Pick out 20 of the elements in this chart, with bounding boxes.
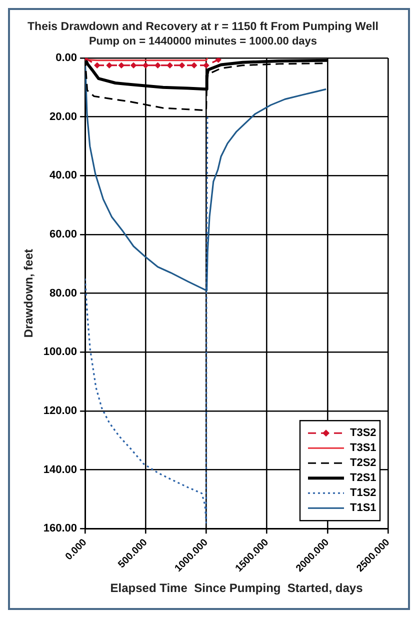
x-axis-title: Elapsed Time Since Pumping Started, days [110,581,364,596]
y-tick-label: 100.00 [43,346,78,358]
line-series [85,116,208,524]
chart-title: Theis Drawdown and Recovery at r = 1150 ft From Pumping Well [28,21,378,34]
y-tick-label: 0.00 [56,52,78,64]
y-tick-label: 120.00 [43,405,78,417]
legend-label: T2S1 [350,472,376,484]
chart-subtitle: Pump on = 1440000 minutes = 1000.00 days [88,35,318,48]
legend-label: T1S2 [350,487,376,500]
y-tick-label: 140.00 [43,464,78,476]
legend-label: T1S1 [350,502,376,514]
y-tick-label: 40.00 [50,170,78,182]
y-tick-label: 60.00 [50,228,78,241]
legend-label: T2S2 [350,457,376,470]
y-tick-label: 20.00 [50,110,78,123]
legend-label: T3S1 [350,442,376,454]
y-tick-label: 80.00 [50,287,78,300]
y-axis-title: Drawdown, feet [22,248,36,338]
y-tick-label: 160.00 [43,522,78,535]
legend-label: T3S2 [350,427,376,440]
